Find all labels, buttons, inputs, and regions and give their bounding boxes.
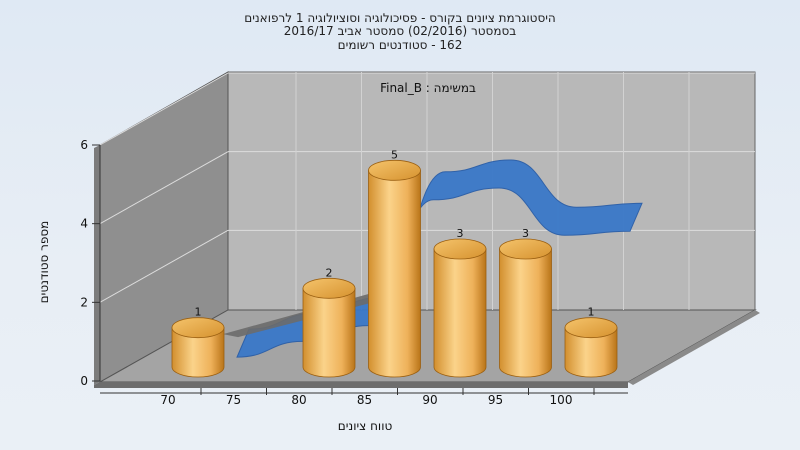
bar-value-label-85: 5 — [391, 148, 398, 161]
bar-95 — [499, 238, 552, 378]
y-tick-label-4: 4 — [80, 217, 88, 231]
chart-annotation: במשימה : Final_B — [380, 81, 476, 95]
chart-title-line-1: היסטוגרמת ציונים בקורס - פסיכולוגיה וסוצ… — [244, 11, 556, 25]
gridline-side-6 — [99, 72, 229, 146]
x-tick-label-80: 80 — [291, 393, 306, 407]
bar-top-90 — [433, 238, 487, 260]
bar-top-70 — [171, 317, 225, 339]
bar-top-80 — [302, 277, 356, 299]
y-tick-label-6: 6 — [80, 138, 88, 152]
bar-80 — [302, 277, 356, 378]
x-tick-label-85: 85 — [357, 393, 372, 407]
y-tick-label-2: 2 — [80, 295, 88, 309]
bar-top-100 — [564, 317, 618, 339]
bar-value-label-90: 3 — [457, 227, 464, 240]
gridline-side-2 — [99, 229, 229, 303]
x-tick-label-100: 100 — [550, 393, 573, 407]
bar-value-label-70: 1 — [195, 306, 202, 319]
bar-body-95 — [499, 248, 552, 378]
gridline-side-4 — [99, 151, 229, 225]
bar-value-label-95: 3 — [522, 227, 529, 240]
floor-right-edge — [628, 310, 760, 385]
x-tick-label-70: 70 — [160, 393, 175, 407]
bar-body-85 — [368, 169, 421, 378]
bar-body-70 — [171, 327, 225, 378]
y-axis-title: מספר סטודנטים — [37, 221, 51, 304]
floor-front-edge — [94, 382, 628, 388]
side-wall-edge — [94, 145, 100, 385]
y-tick-label-0: 0 — [80, 374, 88, 388]
bar-value-label-100: 1 — [588, 306, 595, 319]
x-tick-label-75: 75 — [226, 393, 241, 407]
bar-90 — [433, 238, 487, 378]
back-wall — [227, 71, 756, 311]
bar-top-85 — [368, 159, 421, 181]
bar-body-80 — [302, 287, 356, 378]
x-tick-label-90: 90 — [422, 393, 437, 407]
bar-70 — [171, 317, 225, 378]
bar-body-100 — [564, 327, 618, 378]
x-axis-title: טווח ציונים — [338, 419, 393, 433]
chart-title-line-3: 162 - סטודנטים רשומים — [337, 38, 463, 52]
x-tick-label-95: 95 — [488, 393, 503, 407]
bar-top-95 — [499, 238, 552, 260]
chart-title-line-2: בסמסטר (02/2016) סמסטר אביב 2016/17 — [283, 24, 517, 38]
bar-body-90 — [433, 248, 487, 378]
bar-value-label-80: 2 — [326, 266, 333, 279]
bar-100 — [564, 317, 618, 378]
bar-85 — [368, 159, 421, 378]
